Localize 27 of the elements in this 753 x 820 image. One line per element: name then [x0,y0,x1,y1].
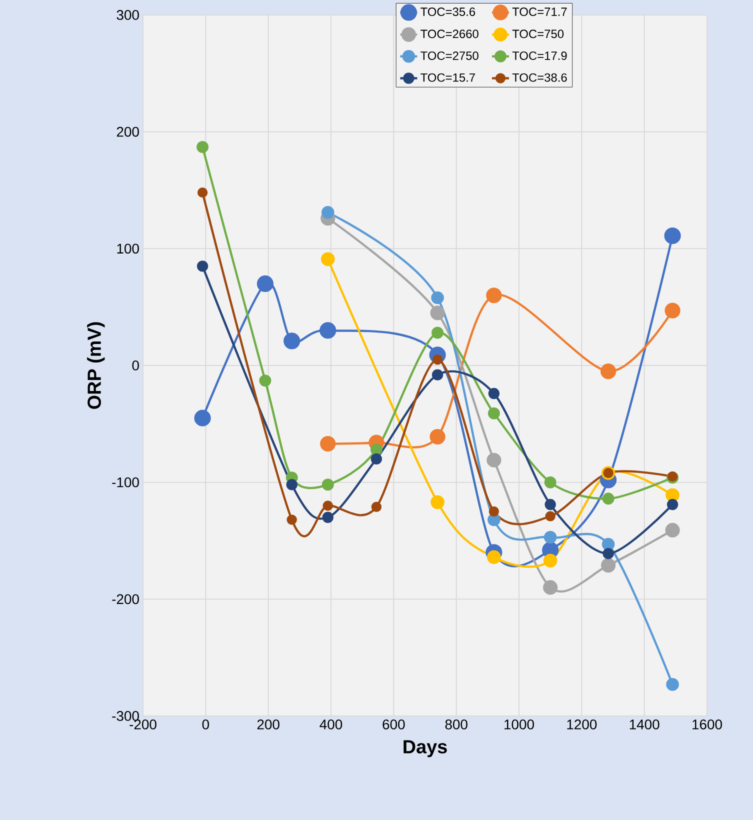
legend-label: TOC=35.6 [420,8,476,16]
legend-label: TOC=2660 [420,30,478,38]
x-tick-label: 1200 [567,720,597,730]
x-tick-label: 800 [445,720,468,730]
y-axis-title: ORP (mV) [87,322,105,409]
y-tick-label: -200 [112,594,139,604]
y-tick-label: -100 [112,477,139,488]
x-tick-label: -200 [130,720,156,730]
x-tick-label: 1400 [630,720,660,730]
y-tick-label: 200 [116,126,139,137]
legend-label: TOC=71.7 [512,8,567,16]
legend-label: TOC=15.7 [420,73,475,82]
y-tick-label: 100 [117,244,139,254]
legend-label: TOC=38.6 [512,73,567,82]
x-axis-title: Days [404,740,447,758]
legend-label: TOC=17.9 [512,51,567,60]
y-tick-label: 300 [116,10,139,20]
x-tick-label: 1600 [692,720,722,730]
x-tick-label: 0 [202,720,210,730]
legend-label: TOC=2750 [420,51,478,60]
y-tick-label: 0 [132,360,139,370]
legend-label: TOC=750 [512,30,564,38]
x-tick-label: 600 [382,720,405,730]
x-tick-label: 200 [257,720,280,730]
x-tick-label: 1000 [504,720,534,730]
x-tick-label: 400 [320,720,342,730]
y-tick-label: -300 [112,711,139,721]
